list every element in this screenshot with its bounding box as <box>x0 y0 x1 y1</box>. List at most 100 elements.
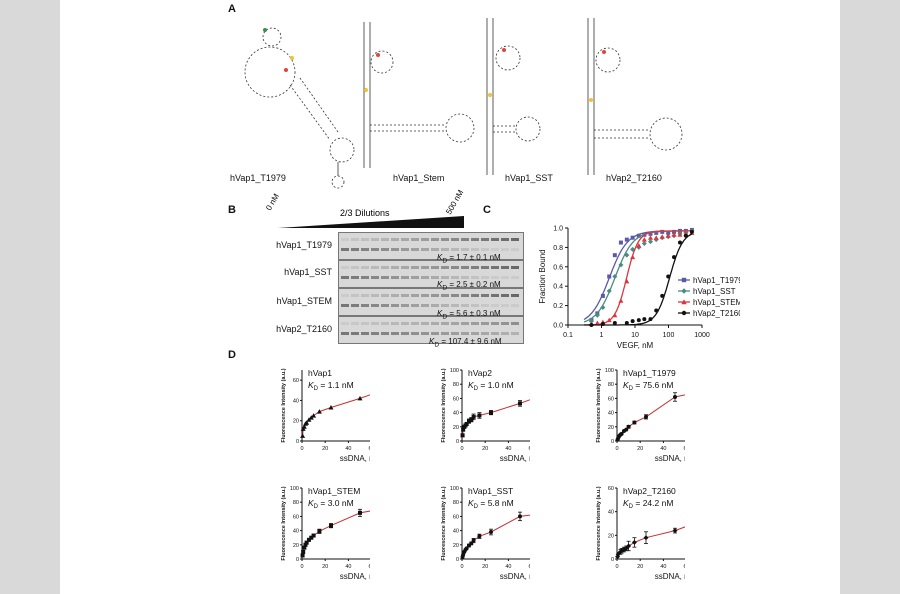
data-point <box>477 534 482 539</box>
panel-a-letter: A <box>228 3 236 15</box>
data-point <box>660 293 665 298</box>
y-axis-label: Fraction Bound <box>538 249 547 303</box>
y-tick-label: 20 <box>608 533 614 539</box>
gel-band <box>361 294 369 297</box>
data-point <box>630 254 636 260</box>
data-point <box>328 405 334 410</box>
gel-band <box>461 266 469 269</box>
gel-band <box>371 294 379 297</box>
data-point <box>624 237 629 242</box>
fluorescence-chart-stem: 020406080100020406080100ssDNA, nMFluores… <box>281 486 370 581</box>
gel-band <box>441 322 449 325</box>
gel-band <box>511 248 519 251</box>
gel-band <box>411 248 419 251</box>
gel-band <box>371 248 379 251</box>
gel-strip <box>338 260 524 288</box>
y-tick-label: 60 <box>293 378 299 384</box>
gel-band <box>431 276 439 279</box>
fluorescence-chart-t2160: 0204060801000204060ssDNA, nMFluorescence… <box>596 486 685 581</box>
x-tick-label: 0 <box>460 446 463 452</box>
gel-band <box>481 276 489 279</box>
gel-band <box>401 248 409 251</box>
panel-c-letter: C <box>483 204 491 216</box>
gel-band <box>501 322 509 325</box>
data-point <box>311 533 316 538</box>
data-point <box>672 255 677 260</box>
figure: A <box>60 0 840 594</box>
gel-band <box>371 322 379 325</box>
gel-band <box>461 276 469 279</box>
gel-band <box>351 266 359 269</box>
gel-band <box>381 332 389 335</box>
structure-t2160 <box>587 18 683 175</box>
gel-band <box>431 322 439 325</box>
y-tick-label: 60 <box>453 396 459 402</box>
fluorescence-chart-hvap1: 0204060801000204060ssDNA, nMFluorescence… <box>281 368 370 463</box>
x-tick-label: 1000 <box>694 332 710 339</box>
gel-band <box>491 322 499 325</box>
legend-label: hVap1_SST <box>693 287 736 296</box>
y-axis-label: Fluorescence Intensity (a.u.) <box>281 368 287 442</box>
legend-label: hVap2_T2160 <box>693 309 740 318</box>
gel-band <box>461 304 469 307</box>
chart-title: hVap1_SST <box>468 486 513 496</box>
data-point <box>642 317 647 322</box>
gel-band <box>371 332 379 335</box>
gel-band <box>371 266 379 269</box>
gel-band <box>481 248 489 251</box>
gel-band <box>411 266 419 269</box>
gel-band <box>401 238 409 241</box>
gel-band <box>401 276 409 279</box>
gel-band <box>411 322 419 325</box>
gel-band <box>381 248 389 251</box>
data-point <box>329 523 333 528</box>
y-tick-label: 0.0 <box>553 323 563 330</box>
gel-band <box>351 248 359 251</box>
y-tick-label: 20 <box>453 425 459 431</box>
data-point <box>357 395 363 401</box>
y-tick-label: 20 <box>453 543 459 549</box>
y-tick-label: 0 <box>611 557 614 563</box>
data-point <box>648 231 653 236</box>
gel-band <box>391 276 399 279</box>
data-point <box>302 545 307 550</box>
gel-band <box>471 266 479 269</box>
gel-band <box>341 294 349 297</box>
data-point <box>630 235 635 240</box>
y-tick-label: 40 <box>453 529 459 535</box>
data-point <box>594 320 600 326</box>
gel-band <box>361 248 369 251</box>
y-axis-label: Fluorescence Intensity (a.u.) <box>596 368 602 442</box>
panel-b-letter: B <box>228 204 236 216</box>
gel-band <box>501 248 509 251</box>
data-point <box>300 433 306 438</box>
x-tick-label: 20 <box>482 446 488 452</box>
gel-band <box>461 248 469 251</box>
gel-bands <box>341 238 519 251</box>
legend-marker <box>681 277 687 283</box>
data-point <box>464 421 469 426</box>
gel-band <box>411 304 419 307</box>
x-tick-label: 60 <box>529 446 530 452</box>
gel-band <box>361 238 369 241</box>
x-tick-label: 40 <box>505 446 511 452</box>
legend-label: hVap1_T1979 <box>693 276 740 285</box>
gel-band <box>371 238 379 241</box>
gel-band <box>391 332 399 335</box>
y-axis-label: Fluorescence Intensity (a.u.) <box>281 486 287 560</box>
data-point <box>612 321 617 326</box>
x-tick-label: 60 <box>684 564 685 570</box>
y-axis-label: Fluorescence Intensity (a.u.) <box>441 486 447 560</box>
structure-label-t1979: hVap1_T1979 <box>230 173 286 183</box>
kd-label: KD = 1.1 nM <box>308 380 354 392</box>
chart-title: hVap1_STEM <box>308 486 360 496</box>
gel-bands <box>341 294 519 307</box>
gel-band <box>351 304 359 307</box>
data-point <box>594 312 600 318</box>
lane-label-t2160: hVap2_T2160 <box>276 324 332 334</box>
data-point <box>677 232 683 237</box>
gel-band <box>431 238 439 241</box>
data-point <box>621 547 627 553</box>
y-tick-label: 40 <box>293 398 299 404</box>
gel-band <box>491 276 499 279</box>
